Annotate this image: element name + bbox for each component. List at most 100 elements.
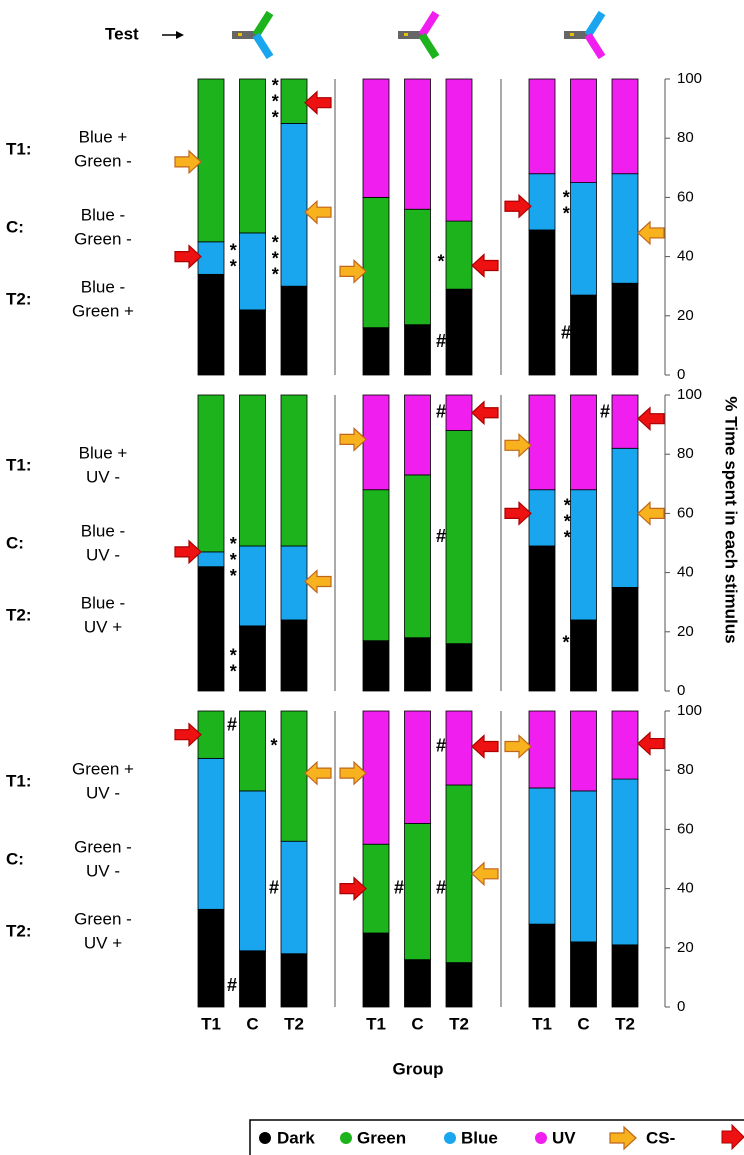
significance-mark: # xyxy=(227,715,237,735)
bar-segment xyxy=(571,942,597,1007)
bar-segment xyxy=(281,711,307,841)
bar-segment xyxy=(529,230,555,375)
cs-arrow xyxy=(638,502,664,524)
y-tick-label: 20 xyxy=(677,623,694,640)
bar-segment xyxy=(571,395,597,490)
legend-marker xyxy=(444,1132,456,1144)
test-arrow xyxy=(162,31,184,39)
bar-segment xyxy=(612,711,638,779)
condition-line: Green - xyxy=(74,229,132,248)
bar-segment xyxy=(405,475,431,638)
bar-segment xyxy=(446,431,472,644)
y-tick-label: 60 xyxy=(677,188,694,205)
cs-arrow xyxy=(505,736,531,758)
cs-arrow xyxy=(340,428,366,450)
significance-mark: * xyxy=(437,251,444,271)
bar-segment xyxy=(612,174,638,284)
bar-segment xyxy=(405,638,431,691)
bar-segment xyxy=(612,587,638,691)
condition-group: C: xyxy=(6,533,24,552)
condition-group: C: xyxy=(6,217,24,236)
maze-icon xyxy=(564,13,602,57)
cs-arrow xyxy=(505,502,531,524)
bar-segment xyxy=(446,644,472,691)
cs-arrow xyxy=(638,222,664,244)
condition-group: C: xyxy=(6,849,24,868)
bar-segment xyxy=(529,788,555,924)
bar-segment xyxy=(405,79,431,209)
condition-group: T1: xyxy=(6,139,32,158)
condition-line: UV + xyxy=(84,933,122,952)
cs-arrow xyxy=(305,762,331,784)
bar-segment xyxy=(529,395,555,490)
bar-segment xyxy=(363,711,389,844)
significance-mark: *** xyxy=(265,233,285,281)
cs-arrow xyxy=(638,733,664,755)
x-tick-label: T1 xyxy=(366,1014,386,1033)
bar-segment xyxy=(240,546,266,626)
significance-mark: # xyxy=(436,526,446,546)
significance-mark: ** xyxy=(556,187,576,219)
bar-segment xyxy=(529,924,555,1007)
y-tick-label: 20 xyxy=(677,307,694,324)
bar-segment xyxy=(198,909,224,1007)
condition-line: Green - xyxy=(74,151,132,170)
bar-segment xyxy=(363,79,389,197)
significance-mark: # xyxy=(227,975,237,995)
bar-segment xyxy=(612,448,638,587)
cs-arrow xyxy=(472,402,498,424)
x-tick-label: T1 xyxy=(532,1014,552,1033)
significance-mark: * xyxy=(562,632,569,652)
bar-segment xyxy=(240,79,266,233)
test-label: Test xyxy=(105,24,139,43)
bar-segment xyxy=(446,711,472,785)
bar-segment xyxy=(446,79,472,221)
cs-arrow xyxy=(505,434,531,456)
bar-segment xyxy=(363,328,389,375)
bar-segment xyxy=(571,711,597,791)
bar-segment xyxy=(281,395,307,546)
x-tick-label: T2 xyxy=(284,1014,304,1033)
significance-mark: *** xyxy=(223,534,243,582)
bar-segment xyxy=(240,233,266,310)
cs-arrow xyxy=(175,246,201,268)
y-axis-title: % Time spent in each stimulus xyxy=(722,396,741,643)
cs-arrow xyxy=(305,570,331,592)
legend-label: Green xyxy=(357,1128,406,1147)
condition-line: Green - xyxy=(74,837,132,856)
x-tick-label: C xyxy=(246,1014,258,1033)
cs-arrow xyxy=(340,260,366,282)
bar-segment xyxy=(198,567,224,691)
condition-line: UV + xyxy=(84,617,122,636)
bar-segment xyxy=(281,286,307,375)
condition-line: Blue - xyxy=(81,521,125,540)
condition-group: T1: xyxy=(6,455,32,474)
bar-segment xyxy=(281,620,307,691)
bar-segment xyxy=(363,641,389,691)
legend-label: CS- xyxy=(646,1128,675,1147)
significance-mark: # xyxy=(561,322,571,342)
y-tick-label: 40 xyxy=(677,248,694,265)
significance-mark: *** xyxy=(265,76,285,124)
condition-line: UV - xyxy=(86,783,120,802)
bar-segment xyxy=(446,289,472,375)
cs-arrow xyxy=(175,151,201,173)
bar-segment xyxy=(529,174,555,230)
y-tick-label: 40 xyxy=(677,880,694,897)
bar-segment xyxy=(571,620,597,691)
significance-mark: # xyxy=(269,877,279,897)
legend-label: Blue xyxy=(461,1128,498,1147)
bar-segment xyxy=(198,395,224,552)
bar-segment xyxy=(363,844,389,933)
maze-icon xyxy=(398,13,436,57)
y-tick-label: 0 xyxy=(677,682,685,699)
bar-segment xyxy=(198,242,224,275)
cs-arrow xyxy=(472,736,498,758)
significance-mark: # xyxy=(600,402,610,422)
bar-segment xyxy=(405,711,431,823)
cs-arrow xyxy=(305,92,331,114)
significance-mark: ** xyxy=(223,241,243,273)
bar-segment xyxy=(240,711,266,791)
condition-group: T2: xyxy=(6,921,32,940)
bar-segment xyxy=(612,79,638,174)
